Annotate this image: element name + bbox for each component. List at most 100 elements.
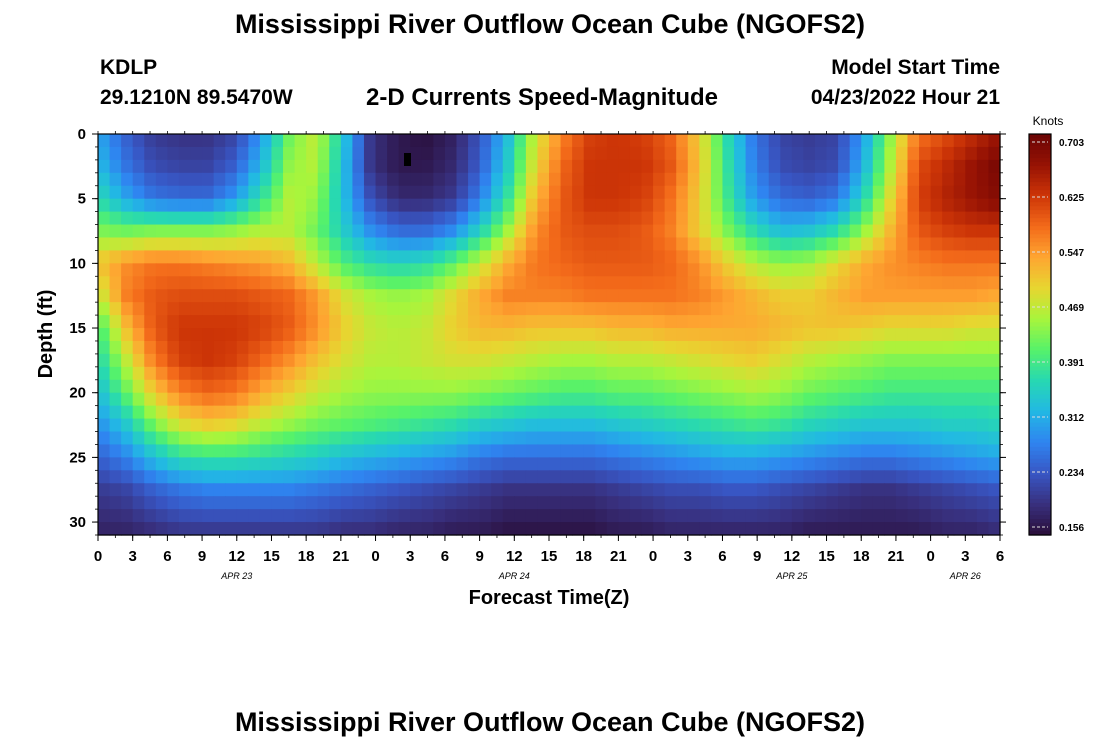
heatmap-cell (583, 172, 596, 187)
heatmap-cell (363, 302, 377, 316)
heatmap-cell (745, 211, 758, 226)
heatmap-cell (780, 211, 793, 226)
heatmap-cell (248, 302, 261, 316)
y-tick-label: 20 (69, 385, 86, 402)
heatmap-cell (583, 302, 596, 316)
heatmap-cell (988, 276, 1001, 290)
heatmap-cell (363, 276, 377, 290)
heatmap-cell (329, 470, 342, 484)
heatmap-cell (479, 405, 492, 420)
heatmap-cell (676, 366, 689, 381)
heatmap-cell (942, 509, 955, 523)
heatmap-cell (479, 172, 492, 187)
heatmap-cell (618, 289, 631, 303)
heatmap-cell (225, 483, 238, 497)
heatmap-cell (294, 146, 307, 161)
heatmap-cell (687, 496, 700, 510)
heatmap-cell (641, 250, 654, 264)
heatmap-cell (641, 237, 654, 252)
heatmap-cell (884, 496, 897, 510)
heatmap-cell (895, 496, 909, 510)
heatmap-cell (421, 276, 434, 290)
heatmap-cell (976, 250, 990, 264)
colorbar-tick-label: 0.703 (1059, 138, 1084, 149)
heatmap-cell (525, 276, 539, 290)
heatmap-cell (803, 405, 816, 420)
heatmap-cell (653, 379, 666, 394)
heatmap-cell (468, 224, 481, 239)
heatmap-cell (132, 237, 145, 252)
heatmap-cell (664, 263, 677, 277)
heatmap-cell (884, 353, 897, 368)
heatmap-cell (283, 431, 296, 446)
heatmap-cell (456, 431, 469, 446)
heatmap-cell (572, 211, 585, 226)
heatmap-cell (595, 509, 608, 523)
heatmap-cell (653, 134, 666, 148)
heatmap-cell (699, 444, 712, 458)
heatmap-cell (895, 392, 909, 407)
heatmap-cell (340, 405, 354, 420)
heatmap-cell (259, 379, 273, 394)
heatmap-cell (259, 483, 273, 497)
heatmap-cell (271, 315, 284, 329)
heatmap-cell (895, 457, 909, 471)
heatmap-cell (768, 405, 781, 420)
heatmap-cell (629, 340, 643, 355)
heatmap-cell (861, 379, 874, 394)
heatmap-cell (907, 198, 920, 213)
heatmap-cell (167, 483, 180, 497)
heatmap-cell (676, 392, 689, 407)
heatmap-cell (271, 379, 284, 394)
heatmap-cell (178, 483, 192, 497)
heatmap-cell (352, 263, 365, 277)
heatmap-cell (306, 470, 319, 484)
heatmap-cell (710, 340, 724, 355)
heatmap-cell (248, 134, 261, 148)
heatmap-cell (826, 211, 839, 226)
heatmap-cell (780, 328, 793, 342)
heatmap-cell (629, 302, 643, 316)
heatmap-cell (479, 315, 492, 329)
heatmap-cell (375, 159, 388, 174)
heatmap-cell (398, 418, 411, 433)
heatmap-cell (109, 185, 122, 200)
heatmap-cell (190, 328, 203, 342)
heatmap-cell (167, 172, 180, 187)
heatmap-cell (491, 496, 504, 510)
heatmap-cell (560, 172, 573, 187)
heatmap-cell (814, 172, 828, 187)
heatmap-cell (190, 457, 203, 471)
heatmap-cell (942, 418, 955, 433)
heatmap-cell (144, 340, 157, 355)
heatmap-cell (213, 418, 226, 433)
heatmap-cell (595, 340, 608, 355)
heatmap-cell (814, 185, 828, 200)
colorbar-swatch (1029, 478, 1051, 484)
heatmap-cell (468, 496, 481, 510)
heatmap-cell (190, 496, 203, 510)
heatmap-cell (757, 457, 770, 471)
heatmap-cell (884, 211, 897, 226)
heatmap-cell (942, 470, 955, 484)
heatmap-cell (537, 263, 550, 277)
heatmap-cell (387, 483, 400, 497)
heatmap-cell (965, 431, 978, 446)
heatmap-cell (641, 483, 654, 497)
heatmap-cell (930, 457, 943, 471)
heatmap-cell (791, 353, 805, 368)
heatmap-cell (814, 237, 828, 252)
heatmap-cell (699, 302, 712, 316)
heatmap-cell (745, 315, 758, 329)
colorbar-swatch (1029, 154, 1051, 159)
heatmap-cell (178, 340, 192, 355)
colorbar-swatch (1029, 402, 1051, 408)
heatmap-cell (294, 315, 307, 329)
heatmap-cell (757, 250, 770, 264)
heatmap-cell (907, 444, 920, 458)
heatmap-cell (306, 483, 319, 497)
heatmap-cells (98, 134, 1001, 536)
heatmap-cell (317, 496, 330, 510)
heatmap-cell (849, 379, 862, 394)
heatmap-cell (676, 276, 689, 290)
